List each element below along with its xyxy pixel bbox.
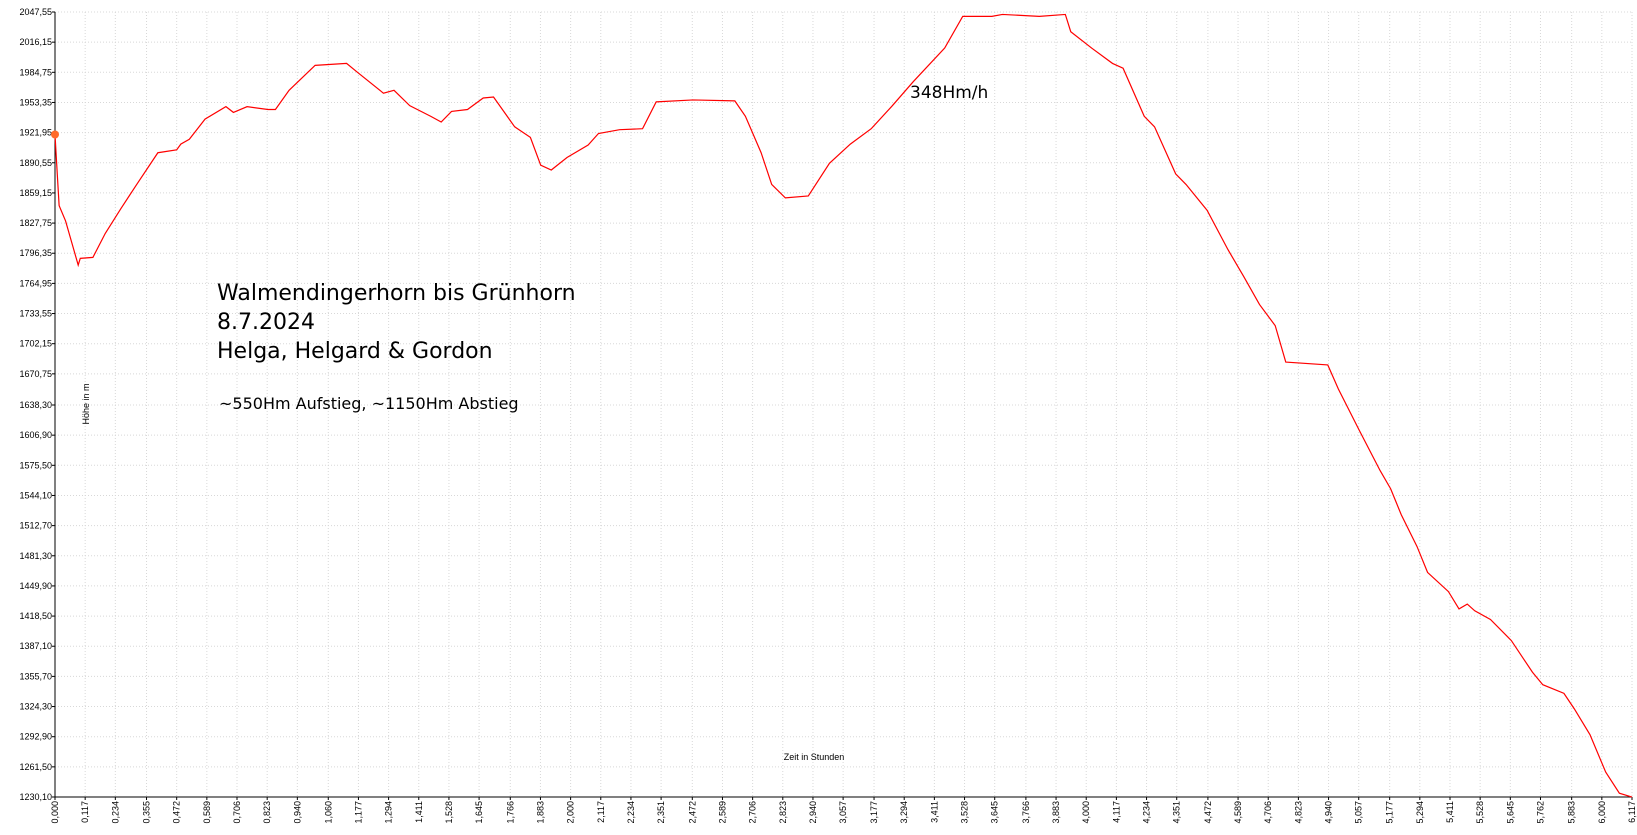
x-tick-label: 5,294 [1415, 801, 1425, 824]
y-tick-label: 1355,70 [19, 671, 52, 681]
x-tick-label: 1,528 [444, 801, 454, 824]
x-tick-label: 4,589 [1233, 801, 1243, 824]
y-axis-label: Höhe in m [81, 383, 91, 424]
x-tick-label: 2,117 [596, 801, 606, 823]
x-tick-label: 3,411 [929, 801, 939, 823]
x-tick-label: 6,000 [1597, 801, 1607, 824]
x-tick-label: 4,823 [1293, 801, 1303, 824]
x-tick-label: 5,177 [1385, 801, 1395, 824]
y-tick-label: 2047,55 [19, 7, 52, 17]
x-tick-label: 5,883 [1567, 801, 1577, 824]
x-tick-label: 0,000 [50, 801, 60, 824]
y-tick-label: 1544,10 [19, 490, 52, 500]
x-tick-label: 0,823 [262, 801, 272, 824]
x-tick-label: 4,000 [1081, 801, 1091, 824]
y-tick-label: 1512,70 [19, 521, 52, 531]
x-tick-label: 1,883 [535, 801, 545, 824]
x-tick-label: 4,234 [1142, 801, 1152, 824]
y-tick-label: 2016,15 [19, 37, 52, 47]
y-tick-label: 1796,35 [19, 248, 52, 258]
x-tick-label: 4,351 [1172, 801, 1182, 824]
x-tick-label: 2,940 [808, 801, 818, 824]
y-tick-label: 1670,75 [19, 369, 52, 379]
x-tick-label: 4,706 [1263, 801, 1273, 824]
x-axis-label: Zeit in Stunden [784, 752, 845, 762]
x-tick-label: 3,766 [1021, 801, 1031, 824]
x-tick-label: 5,762 [1535, 801, 1545, 824]
x-tick-label: 2,706 [748, 801, 758, 824]
y-tick-label: 1764,95 [19, 278, 52, 288]
title-line: Walmendingerhorn bis Grünhorn [217, 281, 576, 306]
x-tick-label: 4,940 [1324, 801, 1334, 824]
y-tick-label: 1890,55 [19, 158, 52, 168]
x-tick-label: 4,117 [1111, 801, 1121, 823]
x-tick-label: 2,234 [626, 801, 636, 824]
x-tick-label: 3,177 [869, 801, 879, 824]
x-tick-label: 0,355 [142, 801, 152, 824]
title-line: Helga, Helgard & Gordon [217, 339, 493, 364]
y-tick-label: 1292,90 [19, 732, 52, 742]
x-tick-label: 1,766 [505, 801, 515, 824]
elevation-line [54, 13, 1633, 798]
x-tick-label: 0,117 [80, 801, 90, 823]
x-tick-label: 0,940 [292, 801, 302, 824]
x-tick-label: 4,472 [1203, 801, 1213, 824]
y-tick-label: 1418,50 [19, 611, 52, 621]
y-tick-label: 1261,50 [19, 762, 52, 772]
x-tick-label: 0,706 [232, 801, 242, 824]
x-tick-label: 1,060 [323, 801, 333, 824]
x-tick-label: 2,589 [717, 801, 727, 824]
y-tick-label: 1733,55 [19, 309, 52, 319]
x-tick-label: 3,528 [960, 801, 970, 824]
x-tick-label: 3,294 [899, 801, 909, 824]
x-tick-label: 5,057 [1354, 801, 1364, 824]
x-tick-label: 2,000 [566, 801, 576, 824]
x-tick-label: 2,823 [778, 801, 788, 824]
y-tick-label: 1387,10 [19, 641, 52, 651]
x-tick-label: 0,472 [172, 801, 182, 824]
x-tick-label: 6,117 [1627, 801, 1637, 823]
x-tick-label: 1,411 [414, 801, 424, 823]
subtitle: ~550Hm Aufstieg, ~1150Hm Abstieg [219, 394, 519, 413]
y-tick-label: 1827,75 [19, 218, 52, 228]
y-tick-label: 1984,75 [19, 67, 52, 77]
x-tick-label: 0,589 [202, 801, 212, 824]
x-tick-label: 1,294 [384, 801, 394, 824]
title-line: 8.7.2024 [217, 310, 315, 335]
y-tick-label: 1953,35 [19, 97, 52, 107]
x-tick-label: 0,234 [110, 801, 120, 824]
x-tick-label: 3,883 [1051, 801, 1061, 824]
y-tick-label: 1638,30 [19, 400, 52, 410]
y-tick-label: 1921,95 [19, 128, 52, 138]
y-tick-label: 1606,90 [19, 430, 52, 440]
x-tick-label: 3,057 [838, 801, 848, 824]
x-tick-label: 5,528 [1475, 801, 1485, 824]
x-tick-label: 5,411 [1445, 801, 1455, 823]
y-tick-label: 1449,90 [19, 581, 52, 591]
start-marker [51, 130, 59, 139]
x-tick-label: 3,645 [990, 801, 1000, 824]
x-tick-label: 2,351 [656, 801, 666, 824]
y-tick-label: 1575,50 [19, 460, 52, 470]
y-tick-label: 1230,10 [19, 792, 52, 802]
y-tick-label: 1324,30 [19, 702, 52, 712]
y-tick-label: 1859,15 [19, 188, 52, 198]
x-tick-label: 1,177 [353, 801, 363, 824]
annotation: 348Hm/h [910, 83, 988, 103]
x-tick-label: 5,645 [1505, 801, 1515, 824]
y-tick-label: 1702,15 [19, 339, 52, 349]
y-tick-label: 1481,30 [19, 551, 52, 561]
x-tick-label: 1,645 [474, 801, 484, 824]
x-tick-label: 2,472 [687, 801, 697, 824]
